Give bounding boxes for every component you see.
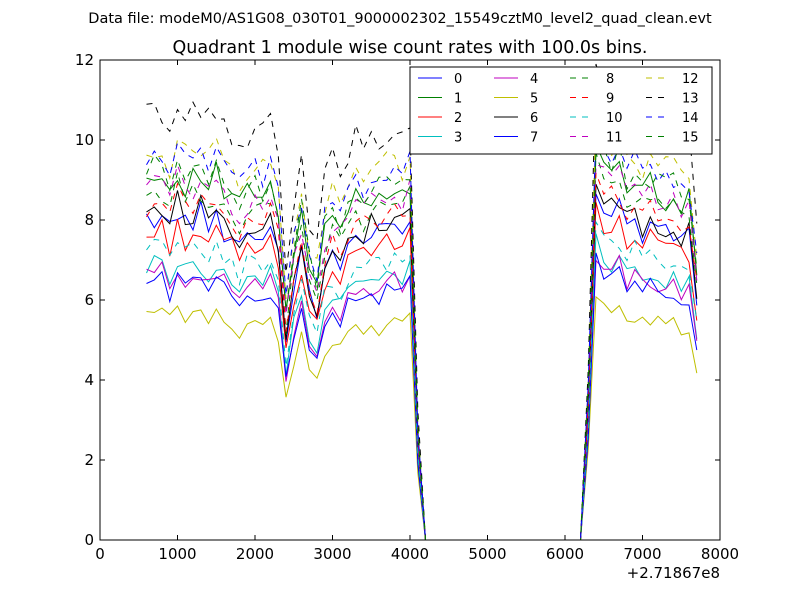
x-tick-label: 7000 — [623, 545, 661, 563]
x-tick-label: 8000 — [701, 545, 739, 563]
y-tick-label: 6 — [84, 291, 94, 309]
series-line-14 — [146, 126, 698, 541]
chart-title: Quadrant 1 module wise count rates with … — [173, 38, 648, 58]
legend-label-5: 5 — [530, 92, 538, 107]
series-line-7 — [146, 252, 698, 541]
legend-label-15: 15 — [682, 131, 699, 146]
x-tick-label: 1000 — [158, 545, 196, 563]
legend-label-2: 2 — [454, 111, 462, 126]
legend-label-0: 0 — [454, 72, 462, 87]
legend-label-8: 8 — [606, 72, 614, 87]
legend-label-1: 1 — [454, 92, 462, 107]
series-line-10 — [146, 220, 698, 541]
legend-box — [409, 66, 713, 155]
legend-label-4: 4 — [530, 72, 538, 87]
x-tick-label: 2000 — [236, 545, 274, 563]
legend-label-13: 13 — [682, 92, 699, 107]
series-line-9 — [146, 172, 698, 541]
legend-label-14: 14 — [682, 111, 699, 126]
x-tick-label: 0 — [95, 545, 105, 563]
y-tick-label: 4 — [84, 371, 94, 389]
legend-label-6: 6 — [530, 111, 538, 126]
axes-layer: 0 1000 2000 3000 4000 5000 6000 7000 80000246810… — [75, 51, 739, 563]
legend-label-9: 9 — [606, 92, 614, 107]
legend-label-3: 3 — [454, 131, 462, 146]
suptitle: Data file: modeM0/AS1G08_030T01_90000023… — [88, 11, 712, 27]
legend-label-7: 7 — [530, 131, 538, 146]
x-tick-label: 4000 — [391, 545, 429, 563]
legend-label-12: 12 — [682, 72, 699, 87]
legend-label-11: 11 — [606, 131, 623, 146]
y-tick-label: 10 — [75, 131, 94, 149]
x-offset-label: +2.71867e8 — [627, 564, 720, 582]
y-tick-label: 0 — [84, 531, 94, 549]
legend-label-10: 10 — [606, 111, 623, 126]
x-tick-label: 5000 — [468, 545, 506, 563]
y-tick-label: 8 — [84, 211, 94, 229]
y-tick-label: 12 — [75, 51, 94, 69]
x-tick-label: 3000 — [313, 545, 351, 563]
series-line-13 — [146, 63, 698, 541]
x-tick-label: 6000 — [546, 545, 584, 563]
y-tick-label: 2 — [84, 451, 94, 469]
